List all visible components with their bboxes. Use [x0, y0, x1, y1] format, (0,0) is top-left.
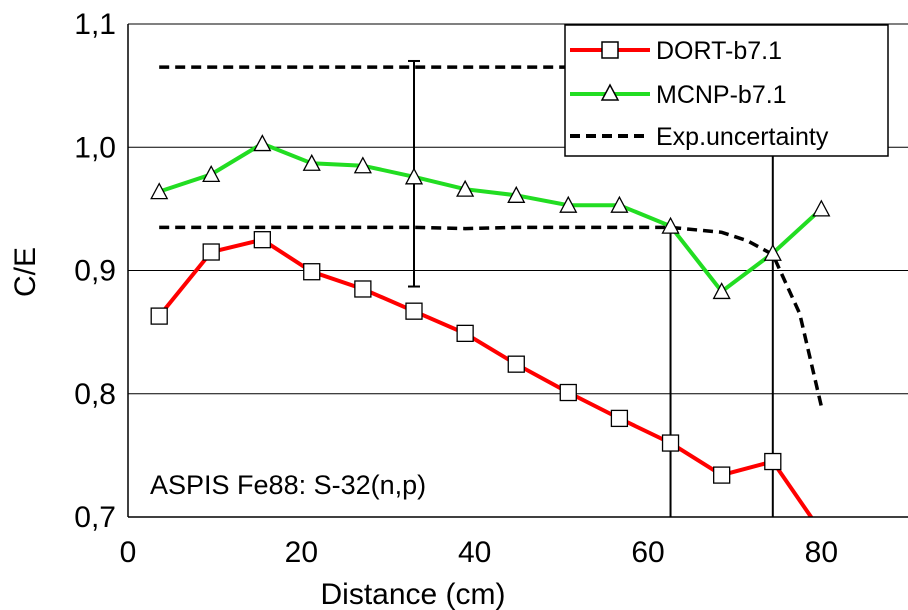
legend-marker-mcnp: [600, 83, 620, 101]
x-tick-label: 80: [805, 536, 838, 569]
mcnp-point: [712, 282, 731, 300]
axes: [127, 24, 908, 518]
mcnp-point: [763, 243, 782, 261]
mcnp-point: [507, 185, 526, 203]
legend-entry-uncertainty: Exp.uncertainty: [570, 123, 829, 151]
mcnp-point: [253, 134, 272, 152]
legend-label-mcnp: MCNP-b7.1: [656, 81, 787, 109]
x-tick-label: 60: [631, 536, 664, 569]
dort-point: [303, 263, 321, 281]
dort-point: [253, 231, 271, 249]
tick-labels: 0,7 0,8 0,9 1,0 1,1 0 20 40 60 80: [74, 8, 838, 569]
legend-marker-dort: [601, 41, 619, 59]
mcnp-point: [302, 153, 321, 171]
y-tick-label: 1,0: [74, 131, 116, 164]
y-tick-label: 0,8: [74, 378, 116, 411]
plot-area: [150, 24, 831, 517]
uncertainty-lower-line: [159, 225, 824, 407]
dort-point: [507, 355, 525, 373]
dort-point: [713, 466, 731, 484]
mcnp-point: [661, 216, 680, 234]
dort-point: [405, 302, 423, 320]
legend-label-uncertainty: Exp.uncertainty: [656, 123, 829, 151]
dort-point: [610, 409, 629, 428]
mcnp-point: [812, 199, 831, 217]
mcnp-point: [456, 179, 475, 197]
mcnp-line: [158, 141, 823, 295]
mcnp-point: [404, 167, 424, 185]
y-tick-label: 0,9: [74, 255, 116, 288]
x-axis-title: Distance (cm): [320, 578, 505, 610]
x-tick-label: 0: [120, 536, 137, 569]
x-tick-label: 20: [285, 536, 318, 569]
mcnp-point: [559, 195, 578, 213]
legend: DORT-b7.1 MCNP-b7.1 Exp.uncertainty: [564, 24, 889, 157]
dort-point: [354, 280, 372, 298]
dort-point: [202, 243, 220, 261]
y-tick-label: 0,7: [74, 501, 116, 534]
legend-entry-dort: DORT-b7.1: [570, 37, 782, 65]
dort-point: [456, 324, 474, 343]
y-tick-label: 1,1: [74, 8, 116, 41]
dort-point: [764, 452, 782, 471]
mcnp-point: [150, 182, 169, 200]
mcnp-point: [610, 195, 629, 213]
x-tick-label: 40: [458, 536, 491, 569]
dort-point: [150, 307, 168, 325]
legend-entry-mcnp: MCNP-b7.1: [570, 81, 787, 109]
mcnp-point: [202, 164, 221, 183]
legend-label-dort: DORT-b7.1: [656, 37, 782, 65]
mcnp-point: [353, 156, 372, 174]
dort-point: [661, 434, 680, 452]
y-axis-title: C/E: [9, 247, 42, 297]
chart-annotation: ASPIS Fe88: S-32(n,p): [150, 470, 426, 500]
dort-point: [559, 383, 577, 402]
